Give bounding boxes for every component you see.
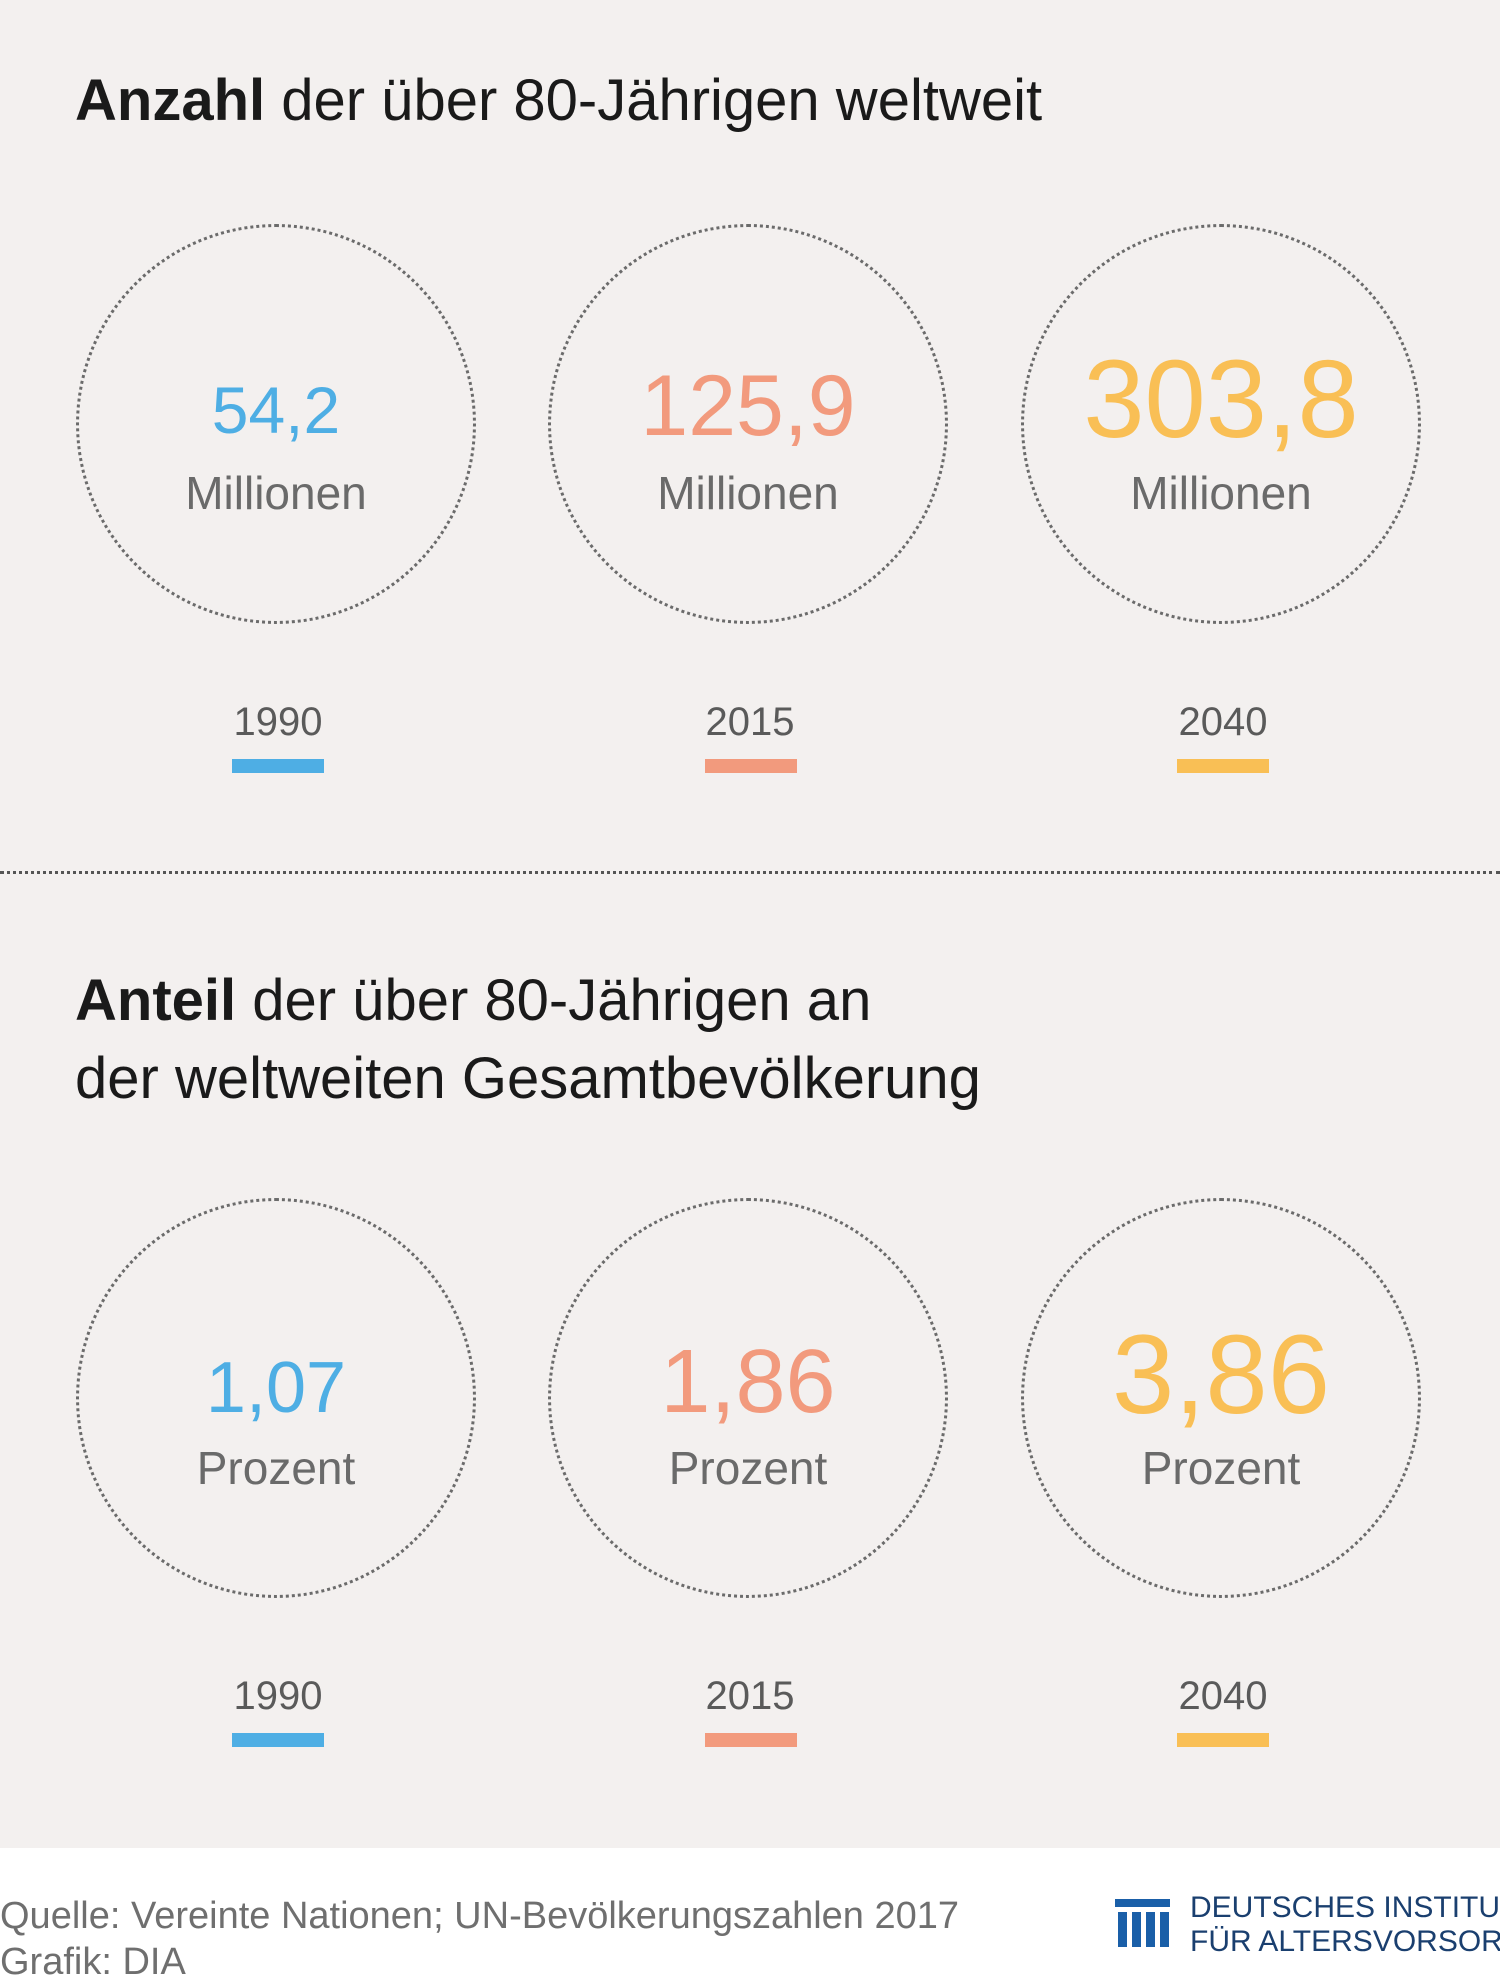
section1-title-rest: der über 80-Jährigen weltweit <box>265 68 1043 133</box>
year-label-1990: 1990 <box>233 700 323 744</box>
stat-unit: Millionen <box>1130 467 1312 519</box>
stat-circle-2040-count: 303,8 Millionen <box>1021 224 1421 624</box>
section2-title-bold: Anteil <box>75 968 237 1033</box>
stat-unit: Prozent <box>668 1442 828 1494</box>
year-color-bar-1990 <box>232 759 324 773</box>
year-label-2015: 2015 <box>705 1674 795 1718</box>
year-color-bar-2040 <box>1177 1733 1269 1747</box>
stat-circle-2015-share: 1,86 Prozent <box>548 1198 948 1598</box>
year-label-2040: 2040 <box>1178 1674 1268 1718</box>
year-label-2015: 2015 <box>705 700 795 744</box>
year-color-bar-2015 <box>705 1733 797 1747</box>
section2-title-rest: der über 80-Jährigen an <box>236 968 872 1033</box>
stat-circle-2015-count: 125,9 Millionen <box>548 224 948 624</box>
stat-circle-1990-count: 54,2 Millionen <box>76 224 476 624</box>
logo-line-2: FÜR ALTERSVORSORGE <box>1190 1925 1500 1958</box>
stat-value: 3,86 <box>1112 1312 1330 1437</box>
year-label-1990: 1990 <box>233 1674 323 1718</box>
stat-unit: Prozent <box>196 1442 356 1494</box>
source-note: Quelle: Vereinte Nationen; UN-Bevölkerun… <box>0 1895 960 1937</box>
section1-title: Anzahl der über 80-Jährigen weltweit <box>75 62 1042 140</box>
stat-value: 1,07 <box>205 1348 347 1428</box>
stat-circle-1990-share: 1,07 Prozent <box>76 1198 476 1598</box>
section2-title: Anteil der über 80-Jährigen an der weltwe… <box>75 962 981 1118</box>
section1-title-bold: Anzahl <box>75 68 266 133</box>
stat-value: 54,2 <box>211 373 341 447</box>
section2-title-line1: Anteil der über 80-Jährigen an <box>75 962 981 1040</box>
section-divider <box>0 871 1500 874</box>
dia-logo-icon <box>1115 1899 1170 1947</box>
stat-value: 303,8 <box>1083 338 1359 461</box>
graphic-credit: Grafik: DIA <box>0 1941 186 1983</box>
section2-title-line2: der weltweiten Gesamtbevölkerung <box>75 1046 981 1111</box>
year-color-bar-2040 <box>1177 759 1269 773</box>
year-label-2040: 2040 <box>1178 700 1268 744</box>
stat-unit: Prozent <box>1141 1442 1301 1494</box>
stat-unit: Millionen <box>657 467 839 519</box>
stat-value: 125,9 <box>640 358 856 454</box>
year-color-bar-1990 <box>232 1733 324 1747</box>
stat-unit: Millionen <box>185 467 367 519</box>
year-color-bar-2015 <box>705 759 797 773</box>
stat-value: 1,86 <box>660 1332 836 1432</box>
stat-circle-2040-share: 3,86 Prozent <box>1021 1198 1421 1598</box>
logo-line-1: DEUTSCHES INSTITUT <box>1190 1891 1500 1924</box>
